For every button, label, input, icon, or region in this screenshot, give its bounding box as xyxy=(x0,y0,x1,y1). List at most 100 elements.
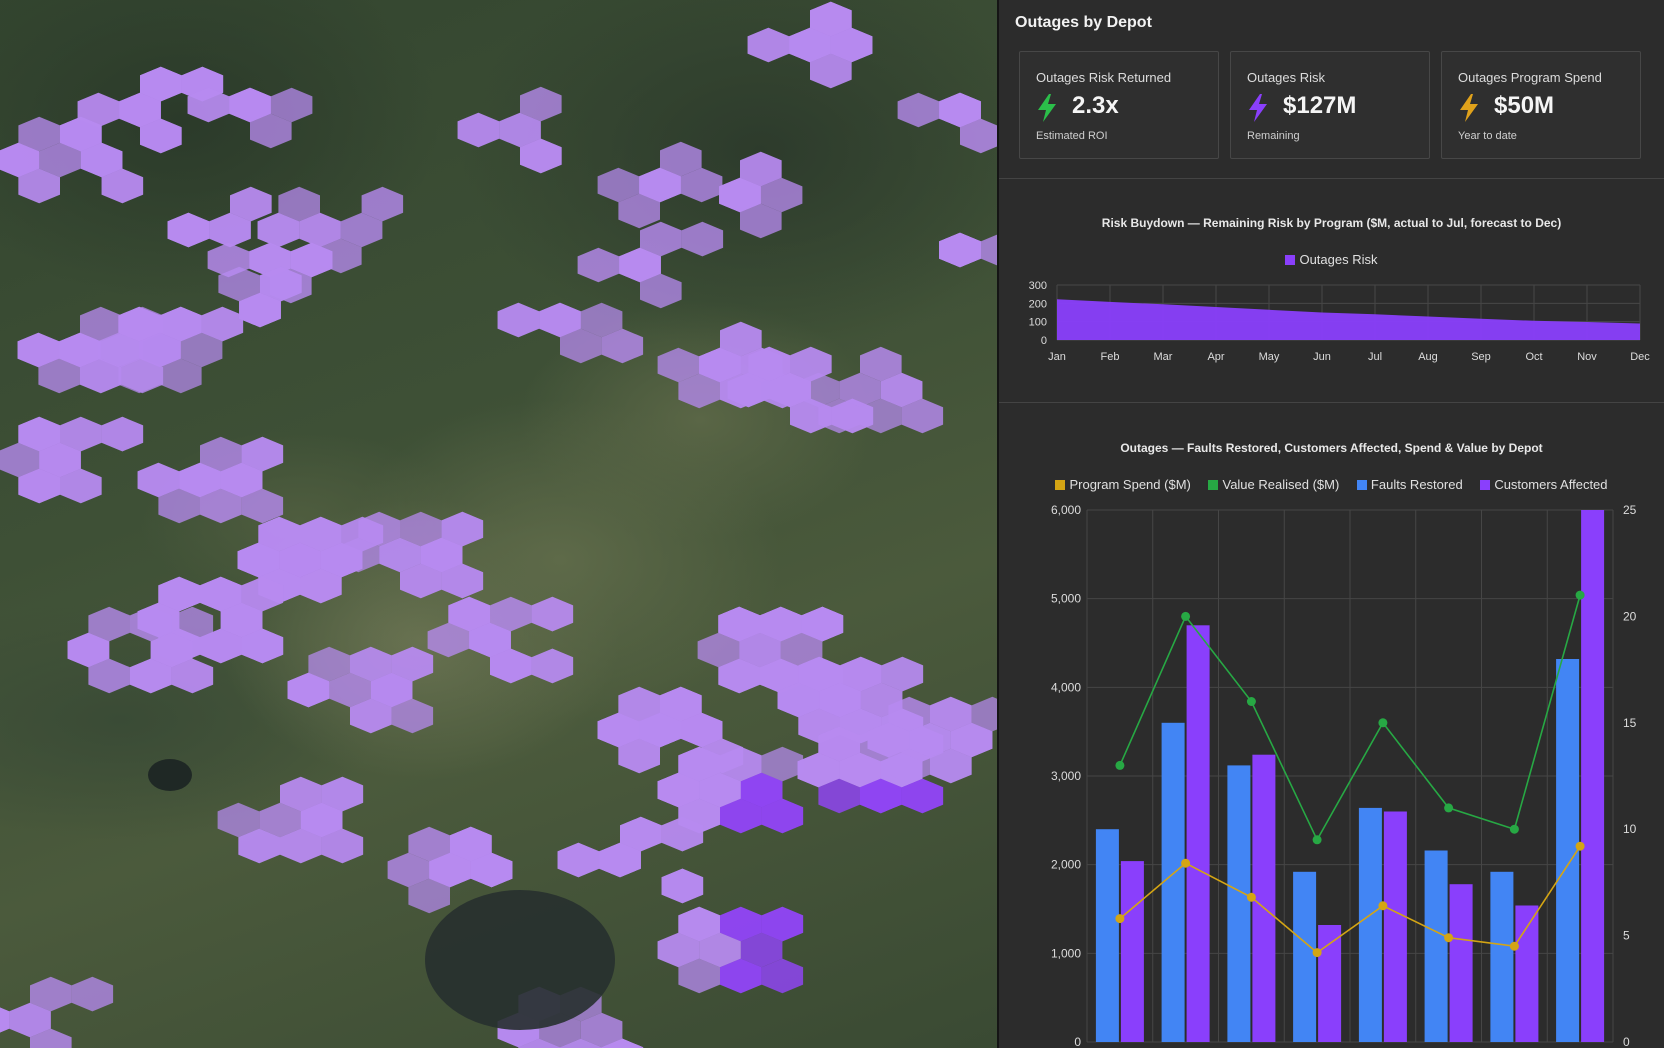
hex-cell xyxy=(601,328,644,364)
hex-cell xyxy=(678,373,720,409)
y-tick-label: 0 xyxy=(1074,1035,1081,1048)
kpi-card-outages-risk: Outages Risk $127M Remaining xyxy=(1230,51,1430,159)
kpi-value: $127M xyxy=(1283,92,1357,119)
line-value-realised-m xyxy=(1119,594,1581,842)
hex-cell xyxy=(180,332,223,368)
hex-cell xyxy=(140,66,182,102)
hex-cell xyxy=(760,658,802,694)
hex-cell xyxy=(657,347,700,383)
lightning-icon xyxy=(1038,94,1056,122)
hex-cell xyxy=(220,462,263,498)
hex-cell xyxy=(939,232,981,268)
hex-cell xyxy=(699,347,741,383)
hex-cell xyxy=(101,416,144,452)
hex-cell xyxy=(241,488,284,524)
risk-chart-title: Risk Buydown — Remaining Risk by Program… xyxy=(1101,216,1562,230)
point-value-realised-m xyxy=(1378,718,1388,728)
hex-cell xyxy=(361,186,404,222)
hex-cell xyxy=(217,802,260,838)
hex-cell xyxy=(840,656,882,692)
section-divider xyxy=(999,178,1664,179)
hex-cell xyxy=(329,672,371,708)
legend-item[interactable]: Value Realised ($M) xyxy=(1208,477,1339,492)
hex-cell xyxy=(39,142,81,178)
legend-item[interactable]: Program Spend ($M) xyxy=(1055,477,1191,492)
bar-faults-restored xyxy=(1227,765,1251,1042)
map-view[interactable] xyxy=(0,0,997,1048)
hex-cell xyxy=(201,306,244,342)
bar-customers-affected xyxy=(1515,905,1539,1042)
hex-cell xyxy=(0,142,40,178)
hex-cell xyxy=(660,686,702,722)
hex-cell xyxy=(657,772,700,808)
point-value-realised-m xyxy=(1312,835,1322,845)
point-value-realised-m xyxy=(1181,611,1191,621)
hex-cell xyxy=(618,193,660,229)
hex-cell xyxy=(469,622,511,658)
hex-cell xyxy=(77,92,120,128)
hex-cell xyxy=(278,186,320,222)
hex-cell xyxy=(797,372,840,408)
hex-cell xyxy=(597,167,640,203)
kpi-label: Outages Risk xyxy=(1247,70,1326,85)
hex-cell xyxy=(699,932,741,968)
hex-cell xyxy=(780,632,823,668)
hex-cell xyxy=(200,628,242,664)
hex-cell xyxy=(408,826,450,862)
point-program-spend-m xyxy=(1509,941,1519,951)
hex-cell xyxy=(818,398,860,434)
split-divider[interactable] xyxy=(997,0,999,1048)
hex-cell xyxy=(358,511,400,547)
hex-cell xyxy=(520,138,562,174)
y-tick-label: 1,000 xyxy=(1051,946,1081,960)
outages-depot-chart[interactable]: 6,000 5,000 4,000 3,000 2,000 1,000 0 25 20 15 10 5… xyxy=(999,500,1664,1048)
hex-cell xyxy=(818,778,860,814)
hex-cell xyxy=(531,596,574,632)
legend-item[interactable]: Faults Restored xyxy=(1356,477,1463,492)
hex-cell xyxy=(300,802,343,838)
bar-customers-affected xyxy=(1186,625,1210,1042)
hex-cell xyxy=(901,778,944,814)
point-program-spend-m xyxy=(1246,892,1256,902)
x-tick-label: Apr xyxy=(1207,351,1224,363)
y-tick-label: 3,000 xyxy=(1051,769,1081,783)
hex-cell xyxy=(810,1,852,37)
hex-cell xyxy=(661,816,704,852)
legend-item[interactable]: Customers Affected xyxy=(1480,477,1608,492)
dashboard-panel: Outages by Depot Outages Risk Returned 2… xyxy=(999,0,1664,1048)
hex-cell xyxy=(18,416,60,452)
hex-cell xyxy=(740,772,783,808)
hex-cell xyxy=(597,712,640,748)
hex-cell xyxy=(520,86,562,122)
legend-item[interactable]: Outages Risk xyxy=(1285,252,1378,267)
hex-cell xyxy=(17,332,60,368)
y2-tick-label: 15 xyxy=(1623,716,1637,730)
x-tick-label: Dec xyxy=(1630,351,1650,363)
hex-cell xyxy=(321,776,364,812)
hex-cell xyxy=(80,142,123,178)
hex-cell xyxy=(160,306,202,342)
hex-cell xyxy=(531,648,574,684)
hex-cell xyxy=(450,826,492,862)
hex-cell xyxy=(760,606,802,642)
hex-cell xyxy=(400,563,442,599)
hex-cell xyxy=(810,53,852,89)
hex-cell xyxy=(618,686,660,722)
hex-cell xyxy=(557,842,600,878)
hex-cell xyxy=(257,212,300,248)
hex-cell xyxy=(391,698,434,734)
hex-cell xyxy=(881,656,924,692)
x-tick-label: Jul xyxy=(1368,351,1382,363)
kpi-subtitle: Year to date xyxy=(1458,130,1517,142)
hex-cell xyxy=(88,606,130,642)
hex-cell xyxy=(577,247,620,283)
x-tick-label: May xyxy=(1259,351,1280,363)
hex-cell xyxy=(897,92,940,128)
hex-cell xyxy=(620,816,662,852)
hex-cell xyxy=(718,658,760,694)
hex-cell xyxy=(0,442,40,478)
hex-cell xyxy=(839,372,881,408)
hex-cell xyxy=(387,852,430,888)
hex-cell xyxy=(59,332,101,368)
